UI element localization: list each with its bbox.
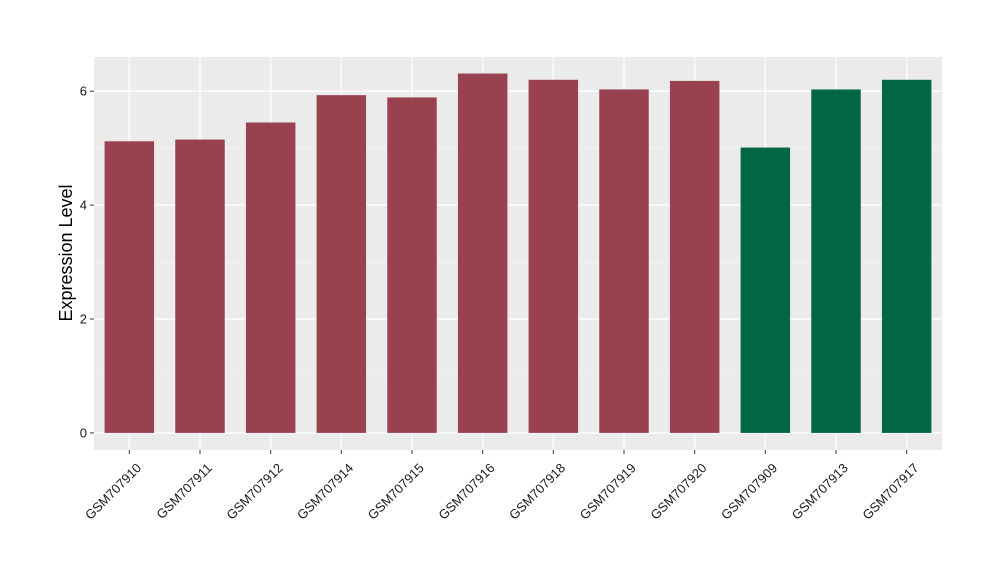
- bar: [245, 122, 296, 433]
- x-tick-label: GSM707917: [859, 460, 921, 522]
- y-tick-label: 4: [80, 198, 87, 213]
- bar: [669, 80, 720, 433]
- bar: [811, 89, 861, 433]
- y-axis: 0 2 4 6: [80, 84, 94, 440]
- bar: [316, 95, 367, 433]
- x-tick-label: GSM707909: [718, 460, 780, 522]
- y-tick-label: 6: [80, 84, 87, 99]
- x-tick-label: GSM707913: [789, 460, 851, 522]
- x-tick-label: GSM707912: [223, 460, 285, 522]
- x-tick-label: GSM707914: [294, 460, 356, 522]
- plot-panel: [94, 57, 942, 450]
- x-tick-label: GSM707915: [365, 460, 427, 522]
- x-tick-label: GSM707916: [435, 460, 497, 522]
- bar: [740, 147, 791, 433]
- bar: [599, 89, 649, 433]
- x-tick-label: GSM707919: [577, 460, 639, 522]
- x-axis: GSM707910 GSM707911 GSM707912 GSM707914 GSM7…: [82, 450, 922, 523]
- bar: [175, 139, 225, 433]
- bar: [881, 79, 932, 433]
- x-tick-label: GSM707918: [506, 460, 568, 522]
- bar: [457, 73, 508, 433]
- x-tick-label: GSM707920: [647, 460, 709, 522]
- bar: [387, 97, 437, 433]
- bar: [528, 79, 579, 433]
- bar: [104, 141, 155, 433]
- y-tick-label: 0: [80, 425, 87, 440]
- bars: [104, 73, 932, 433]
- x-tick-label: GSM707911: [153, 460, 215, 522]
- y-axis-title: Expression Level: [56, 184, 76, 321]
- x-tick-label: GSM707910: [82, 460, 144, 522]
- y-tick-label: 2: [80, 312, 87, 327]
